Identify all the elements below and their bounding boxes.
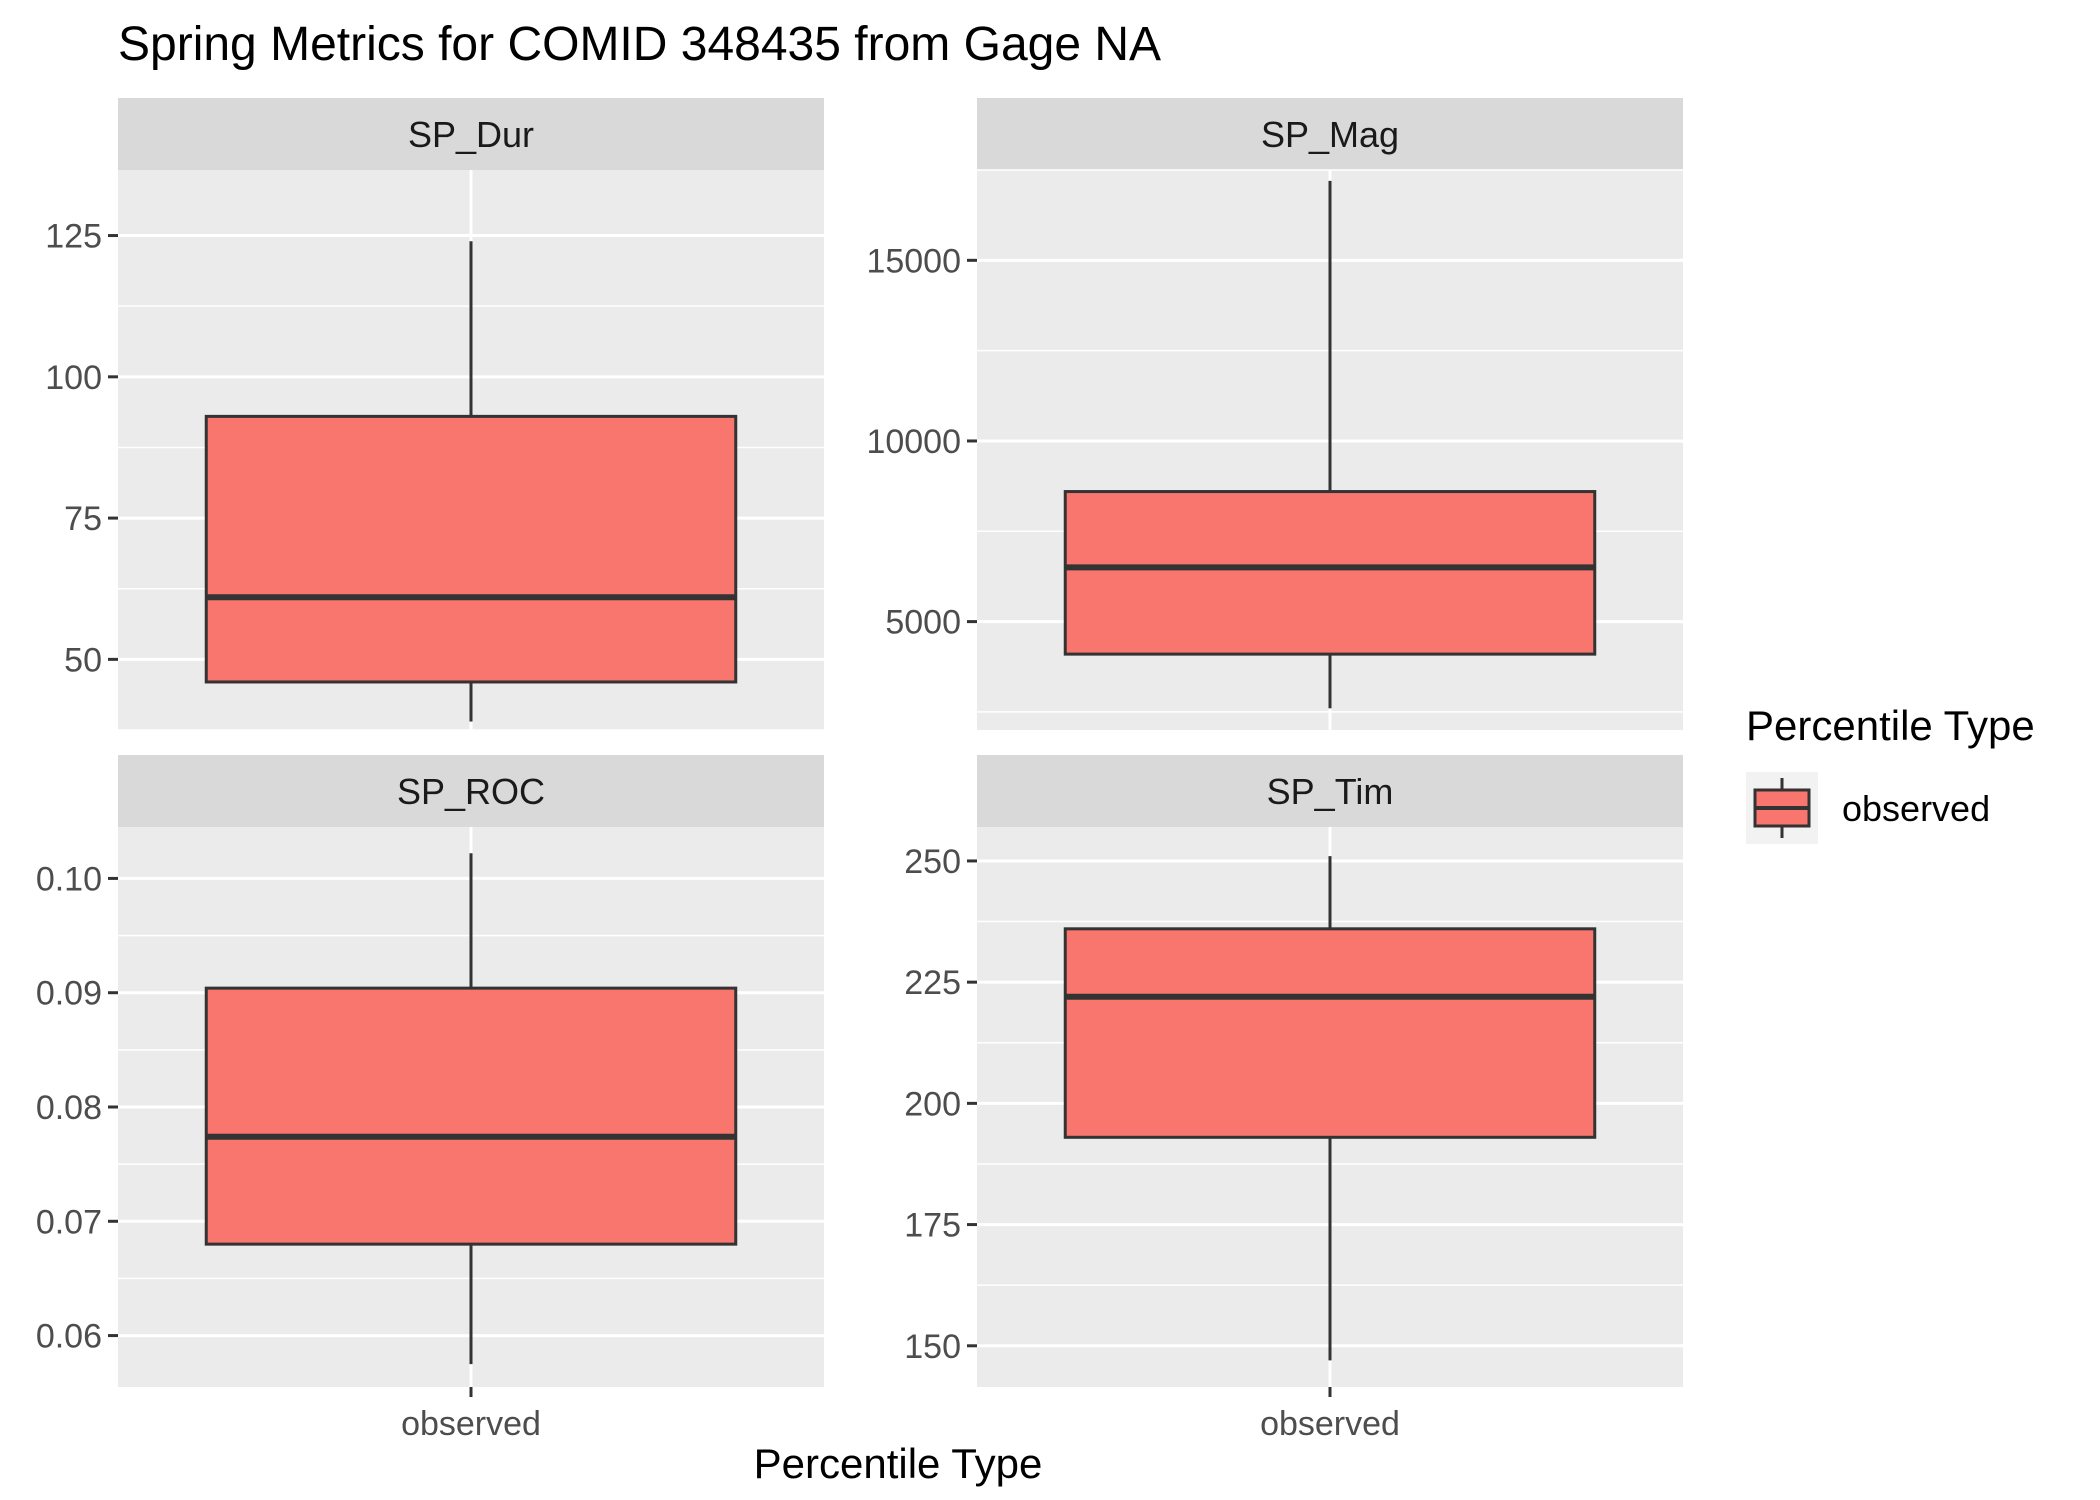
- facet-label: SP_ROC: [397, 771, 545, 812]
- facet-label: SP_Tim: [1267, 771, 1394, 812]
- y-tick-label: 0.08: [36, 1089, 102, 1127]
- legend-title: Percentile Type: [1746, 702, 2035, 749]
- panel-sp-mag: SP_Mag 5000 10000 15000: [866, 98, 1683, 730]
- facet-strip: [977, 98, 1683, 170]
- y-tick-label: 0.06: [36, 1318, 102, 1356]
- facet-panels: SP_Dur 50 75 100 125 SP_Mag 5000 10000 15000 SP_R…: [36, 98, 1683, 1443]
- box-iqr: [1063, 490, 1597, 656]
- y-tick-label: 5000: [885, 604, 961, 642]
- facet-label: SP_Mag: [1261, 114, 1399, 155]
- y-tick-label: 0.07: [36, 1203, 102, 1241]
- y-tick-label: 10000: [866, 423, 961, 461]
- y-tick-label: 200: [904, 1085, 961, 1123]
- chart-title: Spring Metrics for COMID 348435 from Gag…: [118, 18, 1161, 71]
- y-tick-label: 100: [45, 359, 102, 397]
- x-axis-title: Percentile Type: [754, 1440, 1043, 1487]
- box-iqr: [1063, 927, 1597, 1139]
- facet-strip: [977, 755, 1683, 827]
- facet-strip: [118, 755, 824, 827]
- y-tick-label: 0.09: [36, 975, 102, 1013]
- y-tick-label: 15000: [866, 242, 961, 280]
- y-tick-label: 50: [64, 641, 102, 679]
- y-tick-label: 75: [64, 500, 102, 538]
- y-tick-label: 150: [904, 1328, 961, 1366]
- y-tick-label: 125: [45, 218, 102, 256]
- panel-sp-roc: SP_ROC 0.06 0.07 0.08 0.09 0.10 observed: [36, 755, 824, 1443]
- y-tick-label: 225: [904, 964, 961, 1002]
- facet-label: SP_Dur: [408, 114, 534, 155]
- facet-strip: [118, 98, 824, 170]
- x-tick-label: observed: [401, 1405, 541, 1443]
- y-tick-label: 250: [904, 843, 961, 881]
- box-iqr: [204, 414, 738, 684]
- panel-sp-dur: SP_Dur 50 75 100 125: [45, 98, 824, 731]
- y-tick-label: 175: [904, 1207, 961, 1245]
- legend: Percentile Type observed: [1746, 702, 2035, 844]
- x-tick-label: observed: [1260, 1405, 1400, 1443]
- y-tick-label: 0.10: [36, 860, 102, 898]
- legend-entry-observed: observed: [1842, 788, 1990, 829]
- panel-sp-tim: SP_Tim 150 175 200 225 250 observed: [904, 755, 1683, 1443]
- box-iqr: [204, 986, 738, 1246]
